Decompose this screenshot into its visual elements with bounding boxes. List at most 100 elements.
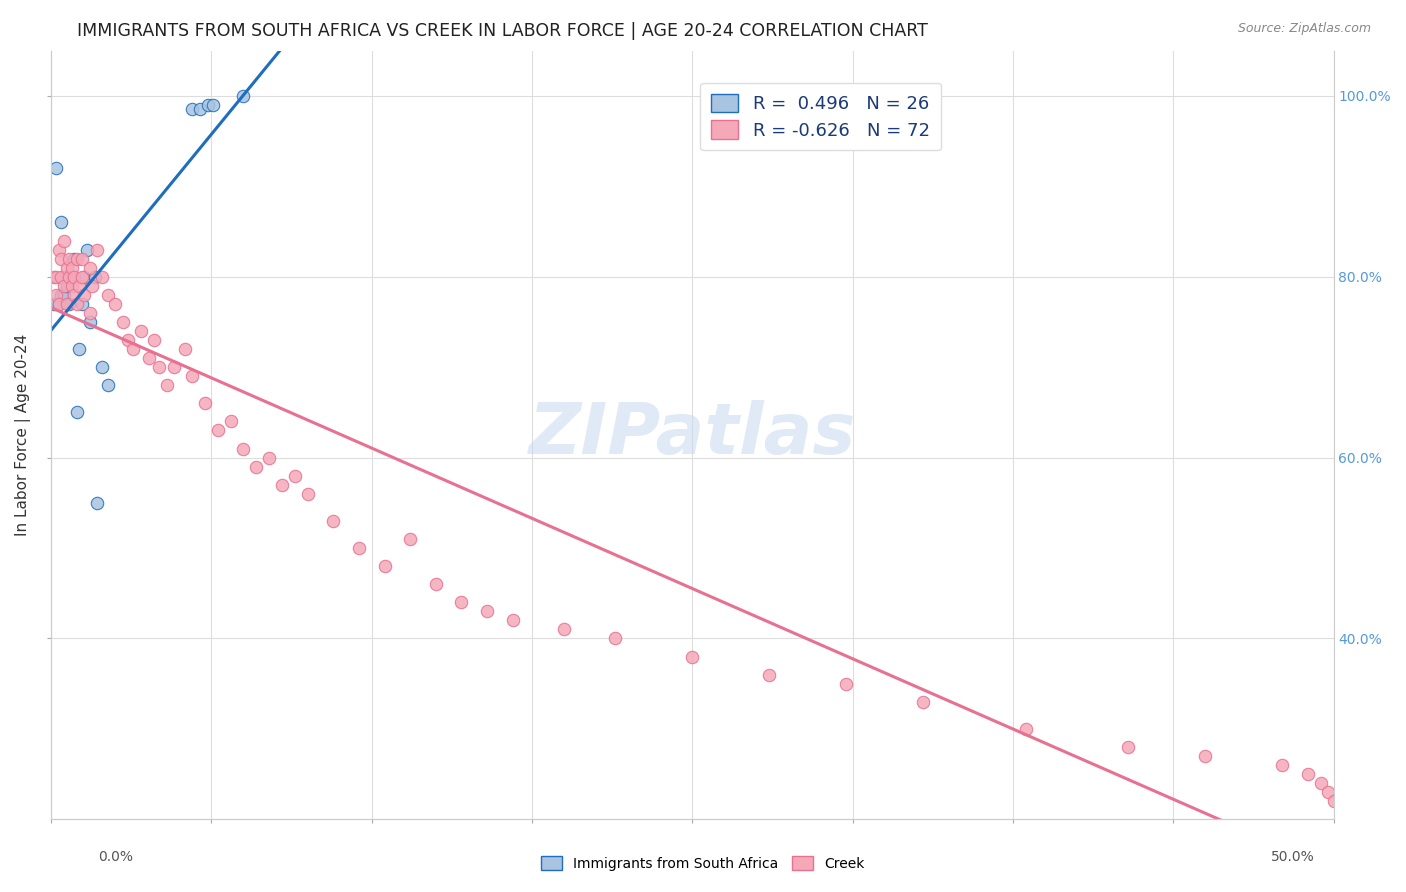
Point [1015,722,1038,736]
Point [1194,749,1216,764]
Point [758,667,780,681]
Point [138,351,160,365]
Point [181,103,204,117]
Point [63,288,86,302]
Point [681,649,703,664]
Point [163,360,186,375]
Point [257,450,280,465]
Point [58,297,80,311]
Point [117,333,139,347]
Point [60,269,83,284]
Text: 0.0%: 0.0% [98,850,134,863]
Point [79,315,101,329]
Point [86,496,108,510]
Point [297,487,319,501]
Point [73,269,96,284]
Point [219,414,242,428]
Point [347,541,370,555]
Legend: Immigrants from South Africa, Creek: Immigrants from South Africa, Creek [536,850,870,876]
Point [425,577,447,591]
Point [232,442,254,456]
Point [48,297,70,311]
Point [63,252,86,266]
Point [55,260,77,275]
Point [63,269,86,284]
Point [60,278,83,293]
Point [52,269,75,284]
Point [51,269,73,284]
Point [45,161,67,176]
Point [79,260,101,275]
Point [67,342,90,356]
Point [605,632,627,646]
Point [129,324,152,338]
Point [83,269,105,284]
Point [104,297,127,311]
Point [194,396,217,410]
Point [97,288,120,302]
Point [322,514,344,528]
Point [197,98,219,112]
Point [86,243,108,257]
Text: 50.0%: 50.0% [1271,850,1315,863]
Point [58,252,80,266]
Point [48,297,70,311]
Point [284,468,307,483]
Point [67,278,90,293]
Point [1309,776,1331,790]
Point [79,306,101,320]
Point [232,89,254,103]
Legend: R =  0.496   N = 26, R = -0.626   N = 72: R = 0.496 N = 26, R = -0.626 N = 72 [700,83,941,151]
Point [66,252,89,266]
Point [51,252,73,266]
Point [399,532,422,546]
Point [42,269,65,284]
Point [51,288,73,302]
Point [48,243,70,257]
Point [142,333,165,347]
Point [55,297,77,311]
Point [201,98,224,112]
Point [553,623,575,637]
Point [60,260,83,275]
Point [912,695,935,709]
Point [245,459,267,474]
Point [111,315,134,329]
Point [52,234,75,248]
Point [58,269,80,284]
Point [70,252,93,266]
Point [70,297,93,311]
Point [188,103,211,117]
Point [181,369,204,384]
Text: IMMIGRANTS FROM SOUTH AFRICA VS CREEK IN LABOR FORCE | AGE 20-24 CORRELATION CHA: IMMIGRANTS FROM SOUTH AFRICA VS CREEK IN… [77,22,928,40]
Point [1317,785,1340,799]
Point [52,278,75,293]
Point [1322,794,1344,808]
Point [271,477,294,491]
Text: ZIPatlas: ZIPatlas [529,401,856,469]
Point [450,595,472,609]
Point [51,215,73,229]
Point [82,278,104,293]
Point [52,288,75,302]
Point [66,297,89,311]
Point [91,360,114,375]
Point [55,278,77,293]
Point [97,378,120,392]
Point [70,269,93,284]
Point [73,288,96,302]
Point [45,288,67,302]
Y-axis label: In Labor Force | Age 20-24: In Labor Force | Age 20-24 [15,334,31,536]
Point [374,559,396,574]
Point [45,269,67,284]
Point [155,378,177,392]
Point [835,676,858,690]
Point [91,269,114,284]
Point [42,297,65,311]
Point [502,613,524,627]
Point [148,360,170,375]
Point [1296,767,1319,781]
Point [1271,758,1294,772]
Point [122,342,145,356]
Point [475,604,498,618]
